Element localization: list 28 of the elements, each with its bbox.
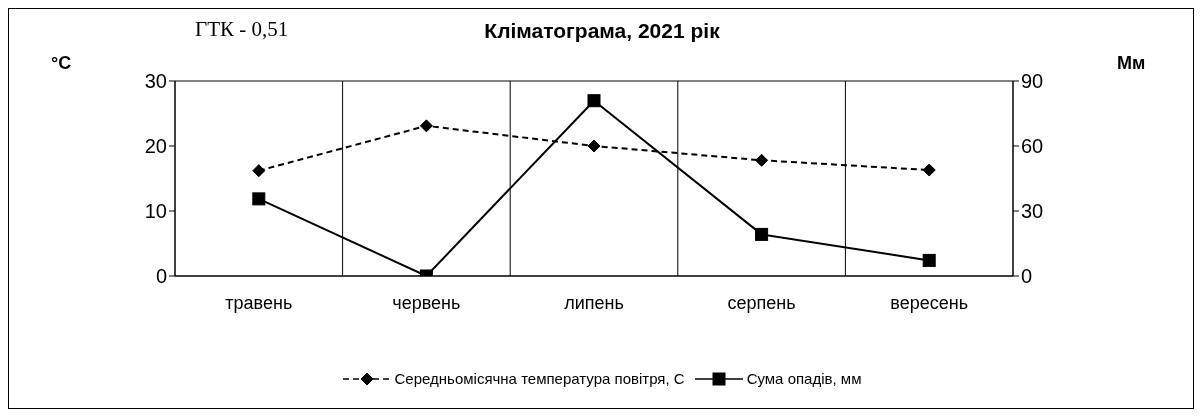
point [922, 253, 936, 267]
x-tick-label: вересень [890, 292, 969, 313]
x-tick-label: травень [225, 292, 293, 313]
y2-tick-label: 90 [1021, 70, 1044, 93]
y-tick-label: 0 [155, 265, 167, 288]
x-tick-label: серпень [727, 292, 796, 313]
y2-tick-label: 30 [1021, 200, 1044, 223]
y-tick-label: 10 [144, 200, 167, 223]
text: ГТК - 0,51 [195, 17, 289, 42]
point [755, 227, 769, 241]
point [755, 153, 769, 167]
y-axis-title: °C [51, 53, 72, 74]
point [252, 164, 266, 178]
point [922, 163, 936, 177]
point [252, 192, 266, 206]
legend-label: Сума опадів, мм [746, 370, 862, 387]
y2-tick-label: 60 [1021, 135, 1044, 158]
point [587, 94, 601, 108]
y2-axis-title: Мм [1117, 53, 1146, 74]
point [419, 119, 433, 133]
x-tick-label: червень [392, 292, 461, 313]
y-tick-label: 20 [144, 135, 167, 158]
x-tick-label: липень [564, 292, 624, 313]
chart-title: Кліматограма, 2021 рік [484, 19, 720, 42]
point [587, 139, 601, 153]
legend-label: Середньомісячна температура повітря, С [394, 370, 685, 387]
y2-tick-label: 0 [1021, 265, 1033, 288]
y-tick-label: 30 [144, 70, 167, 93]
